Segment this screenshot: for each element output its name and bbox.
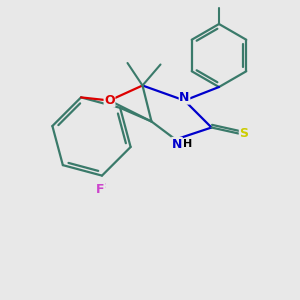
Text: N: N xyxy=(172,137,182,151)
Text: F: F xyxy=(96,183,105,196)
Text: H: H xyxy=(184,139,193,149)
Text: O: O xyxy=(104,94,115,107)
Text: N: N xyxy=(179,91,190,104)
Text: S: S xyxy=(239,127,248,140)
Text: F: F xyxy=(98,182,106,195)
